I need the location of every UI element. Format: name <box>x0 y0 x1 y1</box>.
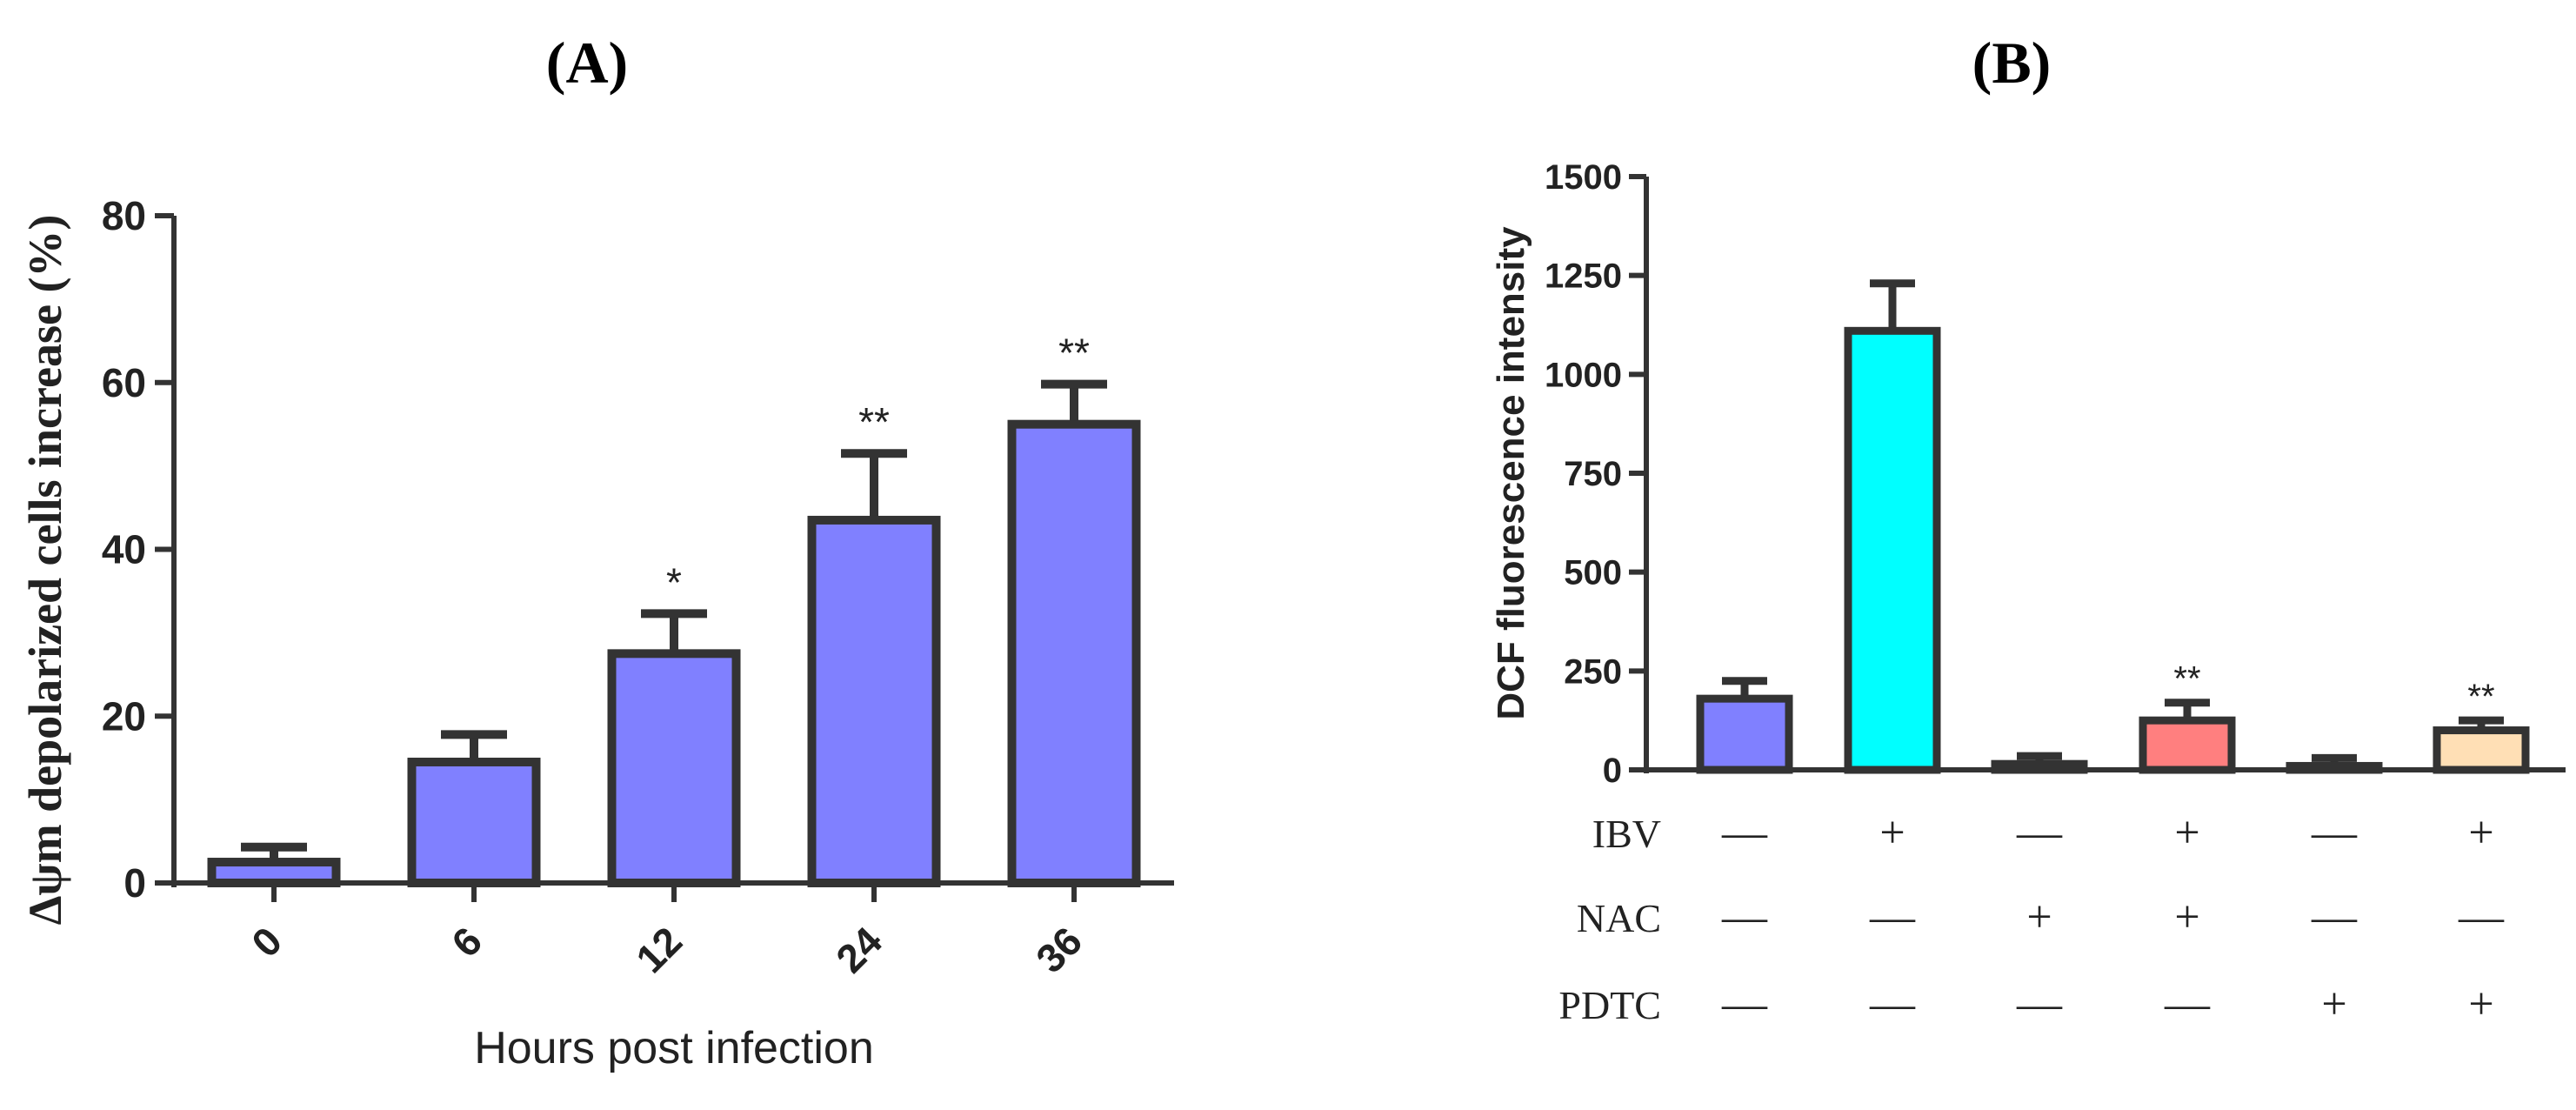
panel-b-label: (B) <box>1972 30 2052 96</box>
treatment-sign-nac-4: — <box>2311 893 2358 942</box>
treatment-sign-ibv-0: — <box>1721 808 1768 858</box>
bar-a-4 <box>1007 419 1141 887</box>
sig-label-a-3: ** <box>858 399 890 445</box>
y-tick-label-a-2: 40 <box>102 527 146 572</box>
treatment-sign-ibv-5: + <box>2468 808 2493 858</box>
treatment-label-pdtc: PDTC <box>1558 983 1661 1027</box>
y-axis-title-a: Δψm depolarized cells increase (%) <box>19 215 71 926</box>
treatment-sign-nac-3: + <box>2174 893 2199 942</box>
treatment-sign-ibv-3: + <box>2174 808 2199 858</box>
y-tick-label-a-0: 0 <box>123 860 146 906</box>
treatment-sign-pdtc-5: + <box>2468 980 2493 1029</box>
bar-a-1 <box>407 757 541 888</box>
x-tick-label-a-0: 0 <box>243 918 290 966</box>
treatment-label-ibv: IBV <box>1592 812 1661 856</box>
y-tick-label-a-1: 20 <box>102 693 146 739</box>
treatment-sign-nac-0: — <box>1721 893 1768 942</box>
y-tick-label-b-4: 1000 <box>1545 356 1622 394</box>
bar-b-1 <box>1844 326 1941 774</box>
treatment-sign-ibv-4: — <box>2311 808 2358 858</box>
treatment-label-nac: NAC <box>1577 896 1661 940</box>
y-tick-label-b-6: 1500 <box>1545 158 1622 197</box>
treatment-sign-nac-5: — <box>2458 893 2505 942</box>
y-tick-label-b-5: 1250 <box>1545 257 1622 296</box>
y-tick-label-b-0: 0 <box>1603 752 1622 790</box>
bar-a-2 <box>607 649 741 887</box>
y-tick-label-b-2: 500 <box>1564 554 1622 592</box>
sig-label-b-3: ** <box>2173 660 2200 699</box>
treatment-sign-pdtc-1: — <box>1869 980 1916 1029</box>
y-tick-label-a-4: 80 <box>102 193 146 238</box>
treatment-sign-pdtc-3: — <box>2164 980 2211 1029</box>
bar-a-3 <box>807 515 941 887</box>
x-axis-title-a: Hours post infection <box>474 1023 874 1073</box>
bar-b-5 <box>2433 726 2530 774</box>
treatment-sign-pdtc-0: — <box>1721 980 1768 1029</box>
treatment-sign-pdtc-2: — <box>2016 980 2063 1029</box>
bar-b-3 <box>2139 716 2236 774</box>
sig-label-b-5: ** <box>2467 678 2494 716</box>
x-tick-label-a-3: 24 <box>827 918 891 981</box>
y-tick-label-b-3: 750 <box>1564 455 1622 493</box>
treatment-sign-nac-1: — <box>1869 893 1916 942</box>
y-axis-title-b: DCF fluorescence intensity <box>1490 226 1532 720</box>
sig-label-a-2: * <box>666 559 682 605</box>
y-tick-label-a-3: 60 <box>102 360 146 405</box>
treatment-sign-nac-2: + <box>2026 893 2052 942</box>
sig-label-a-4: ** <box>1058 331 1090 376</box>
x-tick-label-a-2: 12 <box>627 918 691 981</box>
panel-a-label: (A) <box>546 30 628 96</box>
chart-b: ** ** 0 250 500 750 1000 1250 1500 DCF fluorescen… <box>1490 158 2566 1029</box>
treatment-sign-ibv-1: + <box>1879 808 1905 858</box>
bar-a-0 <box>207 858 341 887</box>
treatment-sign-pdtc-4: + <box>2321 980 2346 1029</box>
y-tick-label-b-1: 250 <box>1564 652 1622 691</box>
x-tick-label-a-1: 6 <box>443 918 491 966</box>
bar-b-0 <box>1696 694 1793 774</box>
x-tick-label-a-4: 36 <box>1027 918 1091 981</box>
treatment-sign-ibv-2: — <box>2016 808 2063 858</box>
